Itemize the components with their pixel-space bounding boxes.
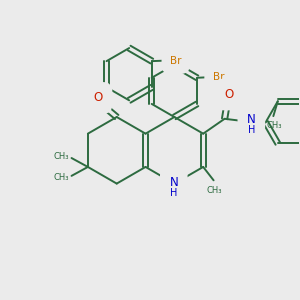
Text: CH₃: CH₃ xyxy=(53,173,69,182)
Text: N: N xyxy=(169,176,178,189)
Text: Br: Br xyxy=(213,72,224,82)
Text: O: O xyxy=(224,88,234,101)
Text: CH₃: CH₃ xyxy=(206,186,222,195)
Text: H: H xyxy=(248,125,255,135)
Text: Br: Br xyxy=(170,56,182,65)
Text: H: H xyxy=(170,188,178,197)
Text: CH₃: CH₃ xyxy=(53,152,69,161)
Text: O: O xyxy=(94,92,103,104)
Text: CH₃: CH₃ xyxy=(266,122,282,130)
Text: N: N xyxy=(247,113,256,127)
